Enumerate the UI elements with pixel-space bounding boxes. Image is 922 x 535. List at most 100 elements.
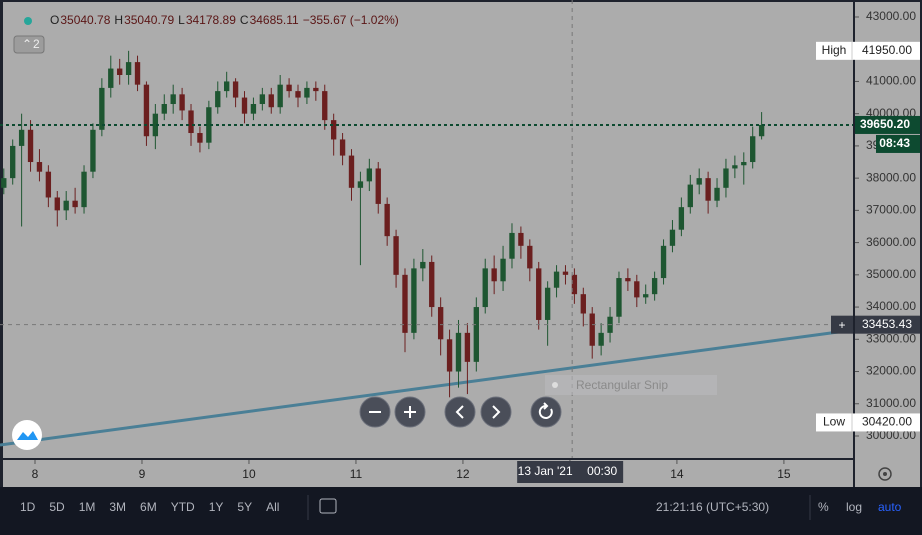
crosshair-plus: + bbox=[838, 318, 845, 332]
logo[interactable] bbox=[12, 420, 42, 450]
candle-body bbox=[536, 268, 542, 320]
range-button[interactable]: YTD bbox=[171, 500, 195, 514]
y-tick-label: 34000.00 bbox=[866, 299, 916, 313]
candle-body bbox=[339, 139, 346, 156]
candle-body bbox=[571, 274, 578, 295]
candle-body bbox=[348, 155, 355, 188]
candle-body bbox=[330, 120, 337, 140]
candle-body bbox=[215, 91, 221, 108]
legend-key: C bbox=[240, 13, 249, 27]
percent-toggle[interactable]: % bbox=[818, 500, 829, 514]
candle-body bbox=[232, 81, 239, 98]
crosshair-plus-box[interactable] bbox=[831, 315, 853, 334]
candle-body bbox=[420, 261, 426, 269]
countdown-label: 08:43 bbox=[879, 136, 910, 150]
candle-body bbox=[224, 81, 230, 92]
x-tick-label: 15 bbox=[777, 467, 791, 481]
candle-body bbox=[455, 332, 462, 372]
high-label-box bbox=[816, 41, 920, 60]
reset-chart[interactable] bbox=[530, 396, 562, 428]
y-tick-label: 41000.00 bbox=[866, 74, 916, 88]
candle-body bbox=[277, 84, 283, 108]
candle-body bbox=[732, 165, 738, 169]
candle-body bbox=[27, 129, 34, 163]
candle-body bbox=[384, 203, 390, 237]
x-tick-label: 10 bbox=[242, 467, 256, 481]
legend-change: −355.67 (−1.02%) bbox=[303, 13, 399, 27]
overlay: 39650.20 08:43 High 41950.00 Low 30420.00 + 334… bbox=[0, 0, 920, 483]
candle-body bbox=[304, 87, 310, 98]
last-price-label: 39650.20 bbox=[860, 117, 910, 131]
chevron: ⌃ bbox=[22, 37, 32, 51]
candle-body bbox=[741, 162, 747, 166]
candle-body bbox=[125, 62, 132, 76]
zoom-in[interactable] bbox=[394, 396, 426, 428]
crosshair-y-label: 33453.43 bbox=[862, 317, 912, 331]
candle-body bbox=[90, 129, 96, 172]
range-button[interactable]: 5Y bbox=[237, 500, 252, 514]
candle-body bbox=[616, 278, 622, 317]
y-tick-label: 43000.00 bbox=[866, 9, 916, 23]
candle-body bbox=[589, 313, 595, 346]
y-tick-label: 33000.00 bbox=[866, 331, 916, 345]
marks bbox=[0, 50, 854, 447]
candle-body bbox=[544, 287, 551, 320]
range-button[interactable]: 5D bbox=[49, 500, 65, 514]
candle-body bbox=[625, 278, 631, 282]
candle-body bbox=[322, 91, 328, 121]
indicators-toggle[interactable] bbox=[13, 35, 45, 54]
x-tick-label: 9 bbox=[139, 467, 146, 481]
candle-body bbox=[473, 307, 479, 362]
low-label-name: Low bbox=[823, 415, 845, 429]
candle-body bbox=[366, 168, 373, 182]
candle-body bbox=[643, 294, 649, 298]
range-button[interactable]: 1Y bbox=[209, 500, 224, 514]
scroll-left[interactable] bbox=[444, 396, 476, 428]
indicators-badge: 2 bbox=[33, 37, 40, 51]
x-tick-label: 12 bbox=[456, 467, 470, 481]
time-axis bbox=[3, 460, 853, 487]
toolbar bbox=[0, 487, 922, 530]
snip-dot bbox=[552, 382, 558, 388]
candle-body bbox=[375, 168, 381, 204]
range-button[interactable]: 1M bbox=[79, 500, 96, 514]
low-label-box bbox=[816, 413, 920, 432]
candle-body bbox=[179, 94, 185, 111]
y-tick-label: 32000.00 bbox=[866, 364, 916, 378]
candle-body bbox=[63, 200, 69, 211]
y-tick-label: 36000.00 bbox=[866, 235, 916, 249]
candle-body bbox=[36, 162, 43, 172]
settings[interactable] bbox=[878, 467, 892, 481]
legend-key: H bbox=[114, 13, 123, 27]
candle-body bbox=[669, 229, 676, 246]
candle-body bbox=[134, 62, 141, 85]
y-tick-label: 35000.00 bbox=[866, 267, 916, 281]
legend-value: 35040.79 bbox=[124, 13, 174, 27]
candle-body bbox=[527, 245, 533, 269]
candle-body bbox=[241, 97, 248, 114]
trendline bbox=[0, 328, 854, 447]
candle-body bbox=[1, 178, 7, 188]
zoom-out[interactable] bbox=[359, 396, 391, 428]
scroll-right[interactable] bbox=[480, 396, 512, 428]
auto-toggle[interactable]: auto bbox=[878, 500, 902, 514]
candle-body bbox=[714, 187, 720, 201]
candle-body bbox=[598, 332, 604, 346]
y-tick-label: 31000.00 bbox=[866, 396, 916, 410]
legend-key: O bbox=[50, 13, 59, 27]
candle-body bbox=[411, 268, 417, 333]
candle-body bbox=[286, 84, 292, 92]
candle-body bbox=[482, 268, 488, 308]
log-toggle[interactable]: log bbox=[846, 500, 862, 514]
candle-body bbox=[464, 332, 471, 362]
range-button[interactable]: 3M bbox=[109, 500, 126, 514]
candle-body bbox=[402, 274, 408, 333]
x-tick-label: 11 bbox=[350, 467, 363, 481]
range-button[interactable]: 1D bbox=[20, 500, 36, 514]
range-button[interactable]: 6M bbox=[140, 500, 157, 514]
range-button[interactable]: All bbox=[266, 500, 279, 514]
candle-body bbox=[54, 197, 60, 211]
compare-icon[interactable] bbox=[319, 498, 337, 514]
crosshair-x-box bbox=[517, 461, 624, 483]
candle-body bbox=[500, 258, 506, 282]
